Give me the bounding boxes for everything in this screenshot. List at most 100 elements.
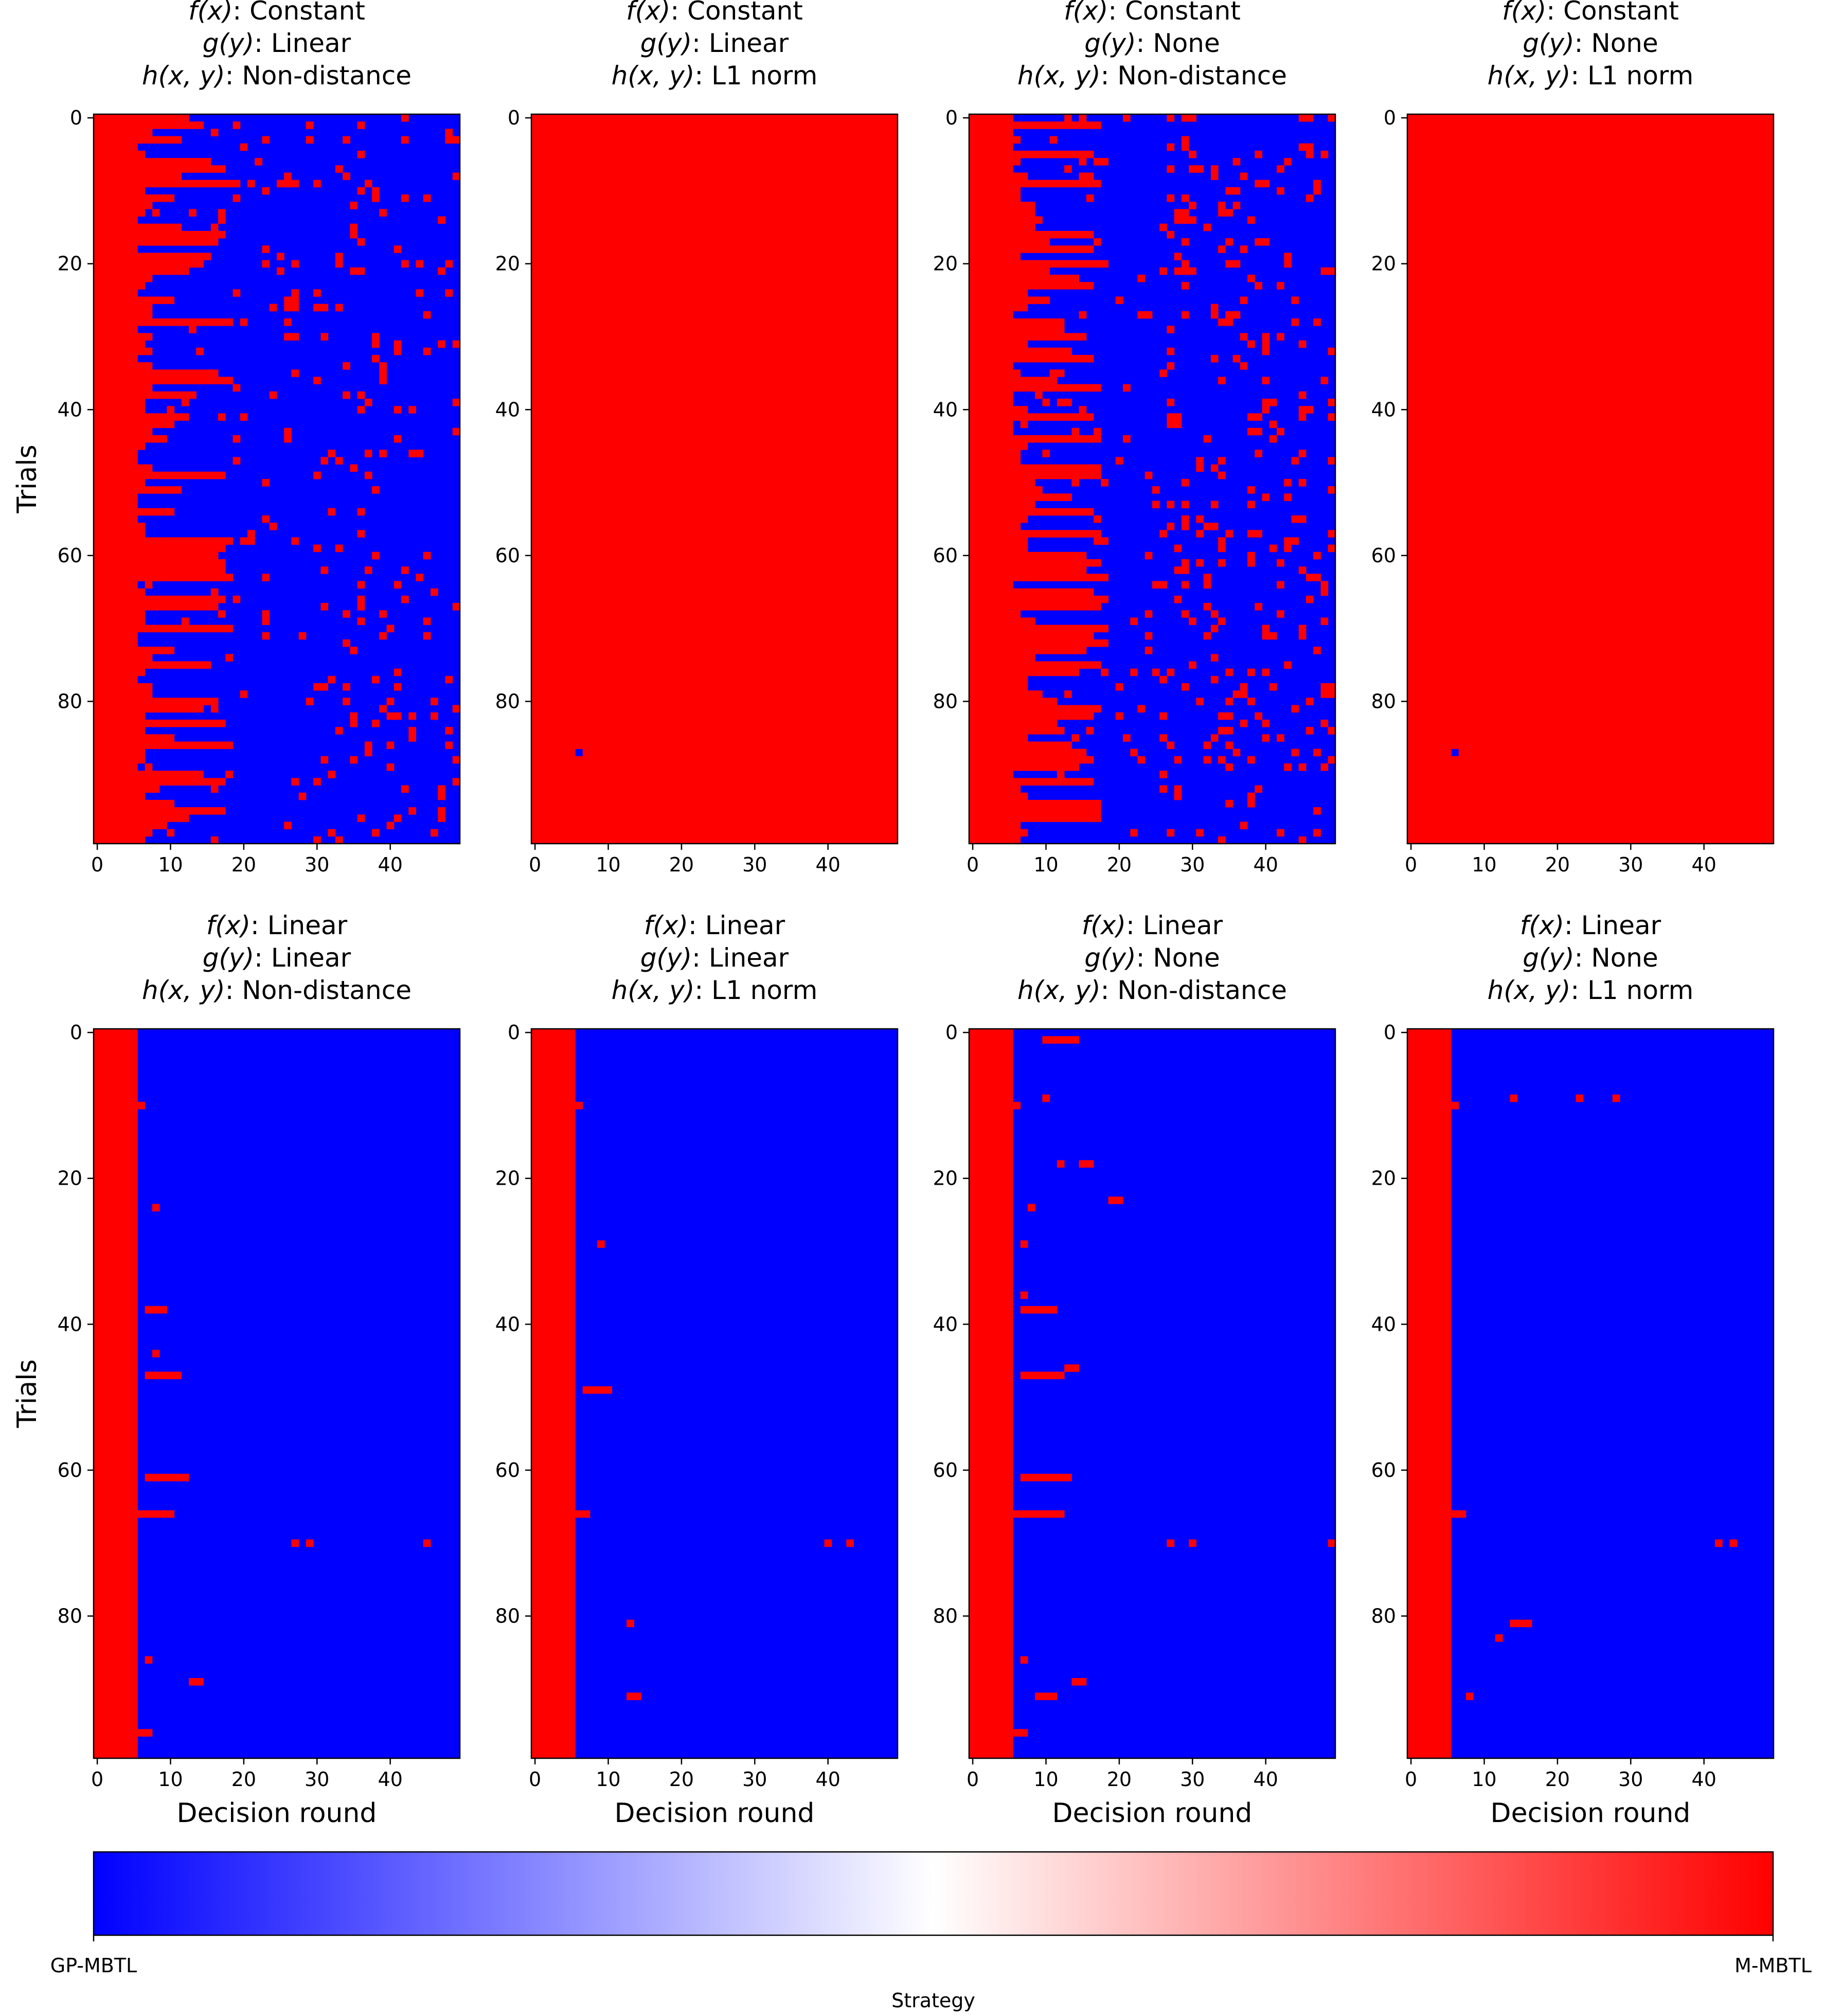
heatmap-cell-run <box>969 1532 1013 1540</box>
heatmap-cell-run <box>210 705 219 713</box>
heatmap-cell-run <box>969 559 1101 567</box>
heatmap-cell-run <box>531 1583 576 1591</box>
heatmap-cell-run <box>1407 223 1774 231</box>
heatmap-cell-run <box>969 1576 1013 1584</box>
heatmap-cell-run <box>969 427 1013 436</box>
heatmap-cell-run <box>531 799 898 808</box>
x-tick-label: 0 <box>1405 1768 1417 1791</box>
heatmap-cell-run <box>1123 384 1131 392</box>
heatmap-cell-run <box>1130 829 1138 837</box>
x-tick-label: 0 <box>967 853 979 876</box>
heatmap-cell-run <box>531 559 898 567</box>
heatmap-cell-run <box>1407 369 1774 377</box>
y-tick-label: 20 <box>1371 1167 1396 1190</box>
heatmap-cell-run <box>1407 377 1774 385</box>
x-axis-label: Decision round <box>177 1798 377 1829</box>
heatmap-cell-run <box>1407 1262 1452 1270</box>
title-g: g(y): Linear <box>203 28 351 58</box>
heatmap-cell-run <box>1189 165 1204 173</box>
heatmap-cell-run <box>969 1167 1013 1175</box>
heatmap-cell-run <box>1407 1182 1452 1190</box>
heatmap-cell-run <box>531 136 898 144</box>
heatmap-cell-run <box>969 1211 1013 1219</box>
heatmap-cell-run <box>1262 493 1270 501</box>
heatmap-cell-run <box>531 814 898 822</box>
plot-frame <box>530 113 899 845</box>
heatmap-cell-run <box>531 1532 576 1540</box>
y-axis-label: Trials <box>12 1359 43 1428</box>
heatmap-cell-run <box>1196 829 1204 837</box>
heatmap-cell-run <box>386 741 395 750</box>
heatmap-cell-run <box>531 1678 576 1686</box>
heatmap-cell-run <box>1407 1197 1452 1204</box>
heatmap-cell-run <box>969 450 1021 457</box>
heatmap-cell-run <box>1247 698 1255 705</box>
x-tick-label: 10 <box>158 1768 183 1791</box>
heatmap-cell-run <box>969 1225 1013 1234</box>
heatmap-cell-run <box>94 501 138 509</box>
heatmap-cell-run <box>291 260 299 268</box>
heatmap-cell-run <box>1407 1240 1452 1248</box>
heatmap-cell-run <box>94 1043 138 1051</box>
heatmap-cell-run <box>452 340 460 348</box>
heatmap-cell-run <box>364 450 372 457</box>
heatmap-cell-run <box>969 1065 1013 1073</box>
heatmap-cell-run <box>181 617 189 625</box>
heatmap-cell-run <box>1407 1058 1452 1066</box>
heatmap-cell-run <box>1115 712 1123 720</box>
x-tick-label: 0 <box>529 853 541 876</box>
heatmap-cell-run <box>1130 668 1138 676</box>
y-tick-label: 20 <box>495 253 520 275</box>
heatmap-cell-run <box>531 1371 576 1380</box>
heatmap-cell-run <box>335 544 343 552</box>
heatmap-cell-run <box>94 1422 138 1431</box>
heatmap-cell-run <box>423 617 431 625</box>
y-tick-label: 80 <box>1371 690 1396 712</box>
heatmap-cell-run <box>94 1561 138 1569</box>
heatmap-cell-run <box>1407 1518 1452 1525</box>
heatmap-cell-run <box>1407 1394 1452 1401</box>
heatmap-cell-run <box>1407 1415 1452 1423</box>
x-tick-label: 0 <box>91 853 103 876</box>
heatmap-cell-run <box>969 610 1021 618</box>
heatmap-cell-run <box>1407 544 1774 552</box>
heatmap-cell-run <box>94 1394 138 1401</box>
heatmap-cell-run <box>1240 172 1248 181</box>
heatmap-cell-run <box>1407 668 1774 676</box>
heatmap-cell-run <box>1407 450 1774 457</box>
heatmap-cell-run <box>1247 340 1255 348</box>
heatmap-cell-run <box>969 1109 1013 1117</box>
heatmap-cell-run <box>255 158 262 166</box>
heatmap-cell-run <box>1020 1371 1065 1380</box>
heatmap-cell-run <box>94 1605 138 1613</box>
heatmap-cell-run <box>1218 377 1226 385</box>
heatmap-cell-run <box>320 457 329 465</box>
heatmap-cell-run <box>1407 1364 1452 1372</box>
heatmap-cell-run <box>94 581 138 589</box>
heatmap-cell-run <box>1407 1583 1452 1591</box>
heatmap-cell-run <box>416 260 424 268</box>
y-tick-label: 0 <box>508 106 520 129</box>
heatmap-cell-run <box>531 1029 576 1037</box>
heatmap-cell-run <box>1181 114 1196 122</box>
heatmap-cell-run <box>364 180 372 188</box>
x-tick-label: 40 <box>816 1768 840 1791</box>
heatmap-cell-run <box>94 1349 138 1358</box>
heatmap-cell-run <box>1298 479 1307 487</box>
heatmap-cell-run <box>291 289 299 297</box>
heatmap-cell-run <box>531 741 898 750</box>
heatmap-cell-run <box>291 1539 299 1547</box>
heatmap-cell-run <box>531 1612 576 1620</box>
heatmap-cell-run <box>1407 799 1774 808</box>
heatmap-cell-run <box>969 829 1028 837</box>
heatmap-cell-run <box>94 1364 138 1372</box>
heatmap-cell-run <box>1247 427 1262 436</box>
heatmap-cell-run <box>1407 245 1774 253</box>
heatmap-cell-run <box>531 1204 576 1211</box>
heatmap-cell-run <box>969 121 1101 129</box>
heatmap-cell-run <box>1407 1546 1452 1555</box>
heatmap-cell-run <box>1130 748 1138 757</box>
heatmap-cell-run <box>1407 209 1774 217</box>
heatmap-cell-run <box>969 1349 1013 1358</box>
heatmap-cell-run <box>969 493 1072 501</box>
